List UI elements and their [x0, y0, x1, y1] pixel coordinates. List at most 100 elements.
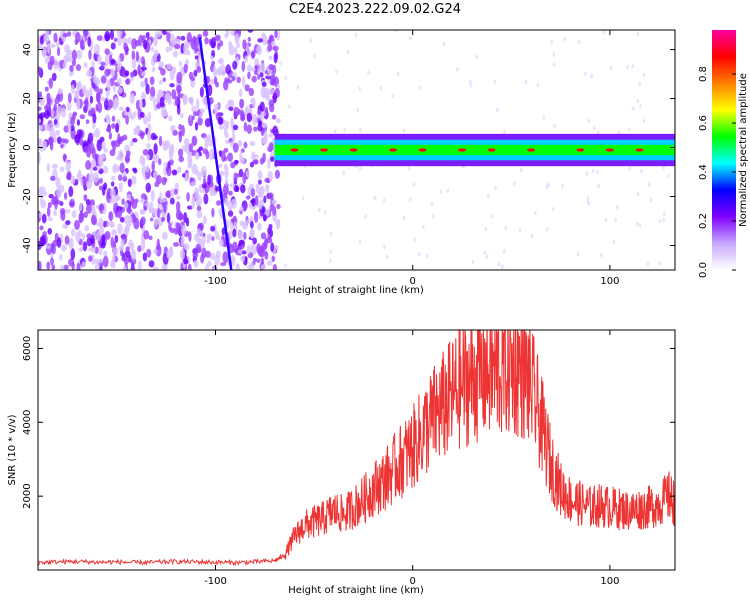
- noise-speckle: [137, 260, 142, 270]
- noise-speckle: [239, 98, 244, 109]
- noise-speckle: [244, 55, 248, 64]
- noise-speckle: [658, 260, 661, 266]
- noise-speckle: [55, 176, 61, 189]
- noise-speckle: [83, 211, 88, 218]
- noise-speckle: [272, 92, 278, 104]
- noise-speckle: [170, 143, 174, 155]
- noise-speckle: [609, 65, 613, 70]
- noise-speckle: [343, 127, 347, 132]
- noise-speckle: [89, 199, 95, 207]
- noise-speckle: [469, 83, 473, 88]
- noise-speckle: [61, 107, 66, 118]
- noise-speckle: [42, 140, 48, 151]
- noise-speckle: [422, 224, 425, 230]
- noise-speckle: [202, 177, 207, 186]
- noise-speckle: [154, 181, 160, 188]
- noise-speckle: [44, 86, 49, 92]
- noise-speckle: [54, 97, 60, 105]
- signal-peak: [388, 148, 397, 152]
- noise-speckle: [129, 93, 135, 105]
- noise-speckle: [98, 203, 105, 211]
- noise-speckle: [265, 95, 271, 101]
- noise-speckle: [139, 209, 144, 215]
- noise-speckle: [180, 35, 186, 41]
- noise-speckle: [166, 212, 171, 224]
- signal-peak: [458, 148, 467, 152]
- noise-speckle: [146, 248, 152, 258]
- noise-speckle: [149, 86, 156, 98]
- snr-y-axis-label: SNR (10 * v/v): [7, 414, 18, 485]
- noise-speckle: [279, 61, 282, 66]
- noise-speckle: [642, 118, 646, 124]
- noise-speckle: [143, 230, 150, 240]
- noise-speckle: [72, 111, 78, 117]
- noise-speckle: [219, 57, 224, 65]
- noise-speckle: [44, 109, 50, 120]
- noise-speckle: [45, 101, 52, 111]
- noise-speckle: [164, 93, 169, 103]
- noise-speckle: [264, 250, 269, 260]
- noise-speckle: [329, 258, 332, 263]
- noise-speckle: [193, 260, 199, 268]
- noise-speckle: [561, 183, 564, 188]
- noise-speckle: [235, 263, 240, 270]
- noise-speckle: [211, 207, 215, 218]
- noise-speckle: [154, 217, 158, 227]
- noise-speckle: [131, 50, 136, 61]
- noise-speckle: [103, 98, 109, 111]
- noise-speckle: [117, 208, 122, 219]
- noise-speckle: [662, 217, 666, 222]
- noise-speckle: [254, 64, 259, 70]
- noise-speckle: [616, 205, 619, 210]
- noise-speckle: [272, 45, 279, 52]
- noise-speckle: [501, 264, 504, 270]
- noise-speckle: [268, 223, 273, 230]
- noise-speckle: [204, 141, 209, 149]
- noise-speckle: [175, 222, 181, 230]
- noise-speckle: [75, 32, 81, 43]
- noise-speckle: [354, 33, 358, 38]
- noise-speckle: [234, 33, 240, 45]
- noise-speckle: [208, 139, 214, 147]
- noise-speckle: [79, 137, 84, 146]
- noise-speckle: [238, 88, 243, 98]
- noise-speckle: [226, 63, 231, 72]
- noise-speckle: [104, 48, 110, 55]
- noise-speckle: [252, 154, 259, 159]
- noise-speckle: [68, 92, 72, 103]
- noise-speckle: [111, 254, 116, 265]
- noise-speckle: [227, 152, 233, 162]
- noise-speckle: [168, 115, 173, 122]
- noise-speckle: [171, 124, 176, 131]
- x-tick-label: -100: [204, 576, 227, 587]
- noise-speckle: [74, 90, 80, 100]
- noise-speckle: [67, 100, 72, 112]
- noise-speckle: [68, 258, 75, 267]
- noise-speckle: [119, 136, 125, 143]
- noise-speckle: [51, 264, 56, 270]
- noise-speckle: [187, 263, 192, 270]
- noise-speckle: [93, 258, 99, 264]
- noise-speckle: [48, 77, 54, 89]
- noise-speckle: [145, 143, 151, 149]
- noise-speckle: [129, 140, 134, 147]
- noise-speckle: [117, 86, 123, 94]
- noise-speckle: [503, 129, 506, 134]
- noise-speckle: [247, 30, 254, 33]
- noise-speckle: [257, 170, 263, 181]
- noise-speckle: [195, 169, 200, 176]
- noise-speckle: [408, 36, 412, 41]
- noise-speckle: [113, 37, 118, 42]
- noise-speckle: [234, 159, 239, 165]
- noise-speckle: [41, 213, 47, 224]
- colorbar-tick-label: 0.6: [698, 115, 709, 131]
- noise-speckle: [379, 86, 383, 91]
- noise-speckle: [141, 165, 146, 177]
- noise-speckle: [46, 261, 51, 270]
- noise-speckle: [105, 115, 111, 124]
- noise-speckle: [67, 237, 74, 250]
- noise-speckle: [98, 217, 104, 228]
- noise-speckle: [223, 163, 228, 171]
- noise-speckle: [274, 30, 278, 39]
- noise-speckle: [55, 129, 61, 136]
